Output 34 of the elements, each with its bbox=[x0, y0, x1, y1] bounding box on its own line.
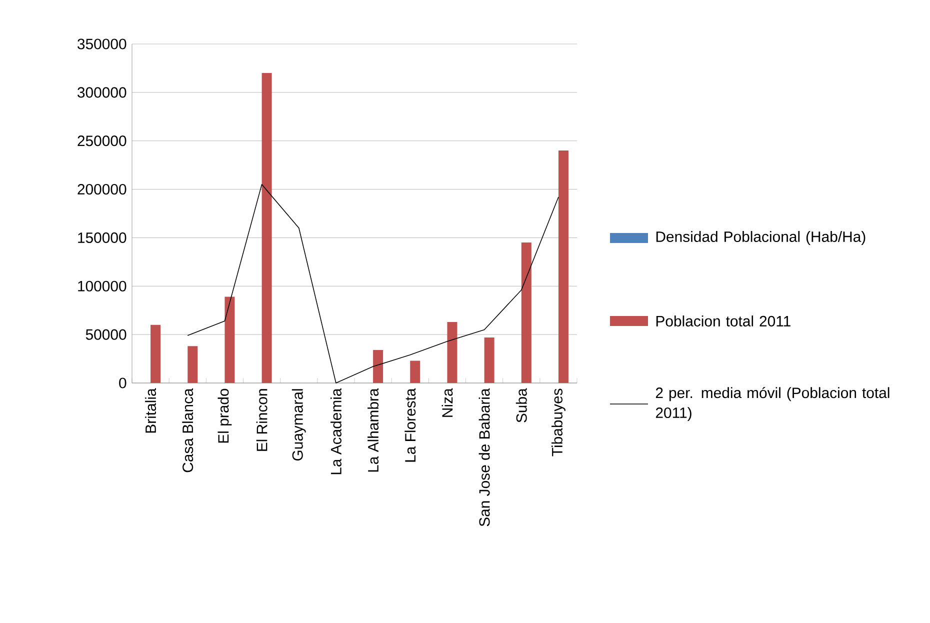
legend-label: Poblacion total 2011 bbox=[656, 316, 790, 326]
bar bbox=[262, 73, 272, 383]
y-tick-label: 150000 bbox=[78, 232, 126, 243]
y-tick-label: 300000 bbox=[78, 87, 126, 98]
y-tick-label: 50000 bbox=[86, 329, 126, 340]
x-tick-label: Tibabuyes bbox=[552, 388, 566, 456]
y-tick-label: 350000 bbox=[78, 38, 126, 50]
x-tick-label: San Jose de Babaria bbox=[478, 388, 490, 526]
x-tick-label: Suba bbox=[516, 388, 527, 422]
y-tick-label: 200000 bbox=[78, 184, 126, 195]
legend-label: Densidad Poblacional (Hab/Ha) bbox=[656, 231, 866, 245]
bar bbox=[484, 337, 494, 383]
y-tick-label: 0 bbox=[119, 378, 126, 388]
x-tick-label: El Rincon bbox=[256, 389, 268, 451]
x-tick-label: La Floresta bbox=[404, 388, 416, 462]
bar bbox=[188, 346, 198, 383]
y-tick-label: 250000 bbox=[78, 136, 126, 146]
bar bbox=[447, 322, 458, 383]
bar bbox=[224, 296, 235, 383]
bar bbox=[558, 150, 568, 383]
x-tick-label: El prado bbox=[218, 388, 232, 443]
legend-label: 2 per. media móvil (Poblacion total 2011) bbox=[656, 386, 890, 421]
x-tick-label: Guaymaral bbox=[292, 389, 306, 461]
bar bbox=[521, 242, 532, 383]
x-tick-label: Britalia bbox=[145, 388, 156, 433]
y-tick-label: 100000 bbox=[78, 280, 126, 292]
x-tick-label: Niza bbox=[442, 388, 453, 417]
x-tick-label: La Alhambra bbox=[368, 388, 379, 472]
bar bbox=[150, 324, 161, 383]
x-tick-label: La Academia bbox=[330, 388, 342, 474]
x-tick-label: Casa Blanca bbox=[182, 388, 194, 472]
bar bbox=[373, 350, 384, 383]
bar bbox=[410, 360, 420, 383]
line-series bbox=[187, 184, 559, 384]
